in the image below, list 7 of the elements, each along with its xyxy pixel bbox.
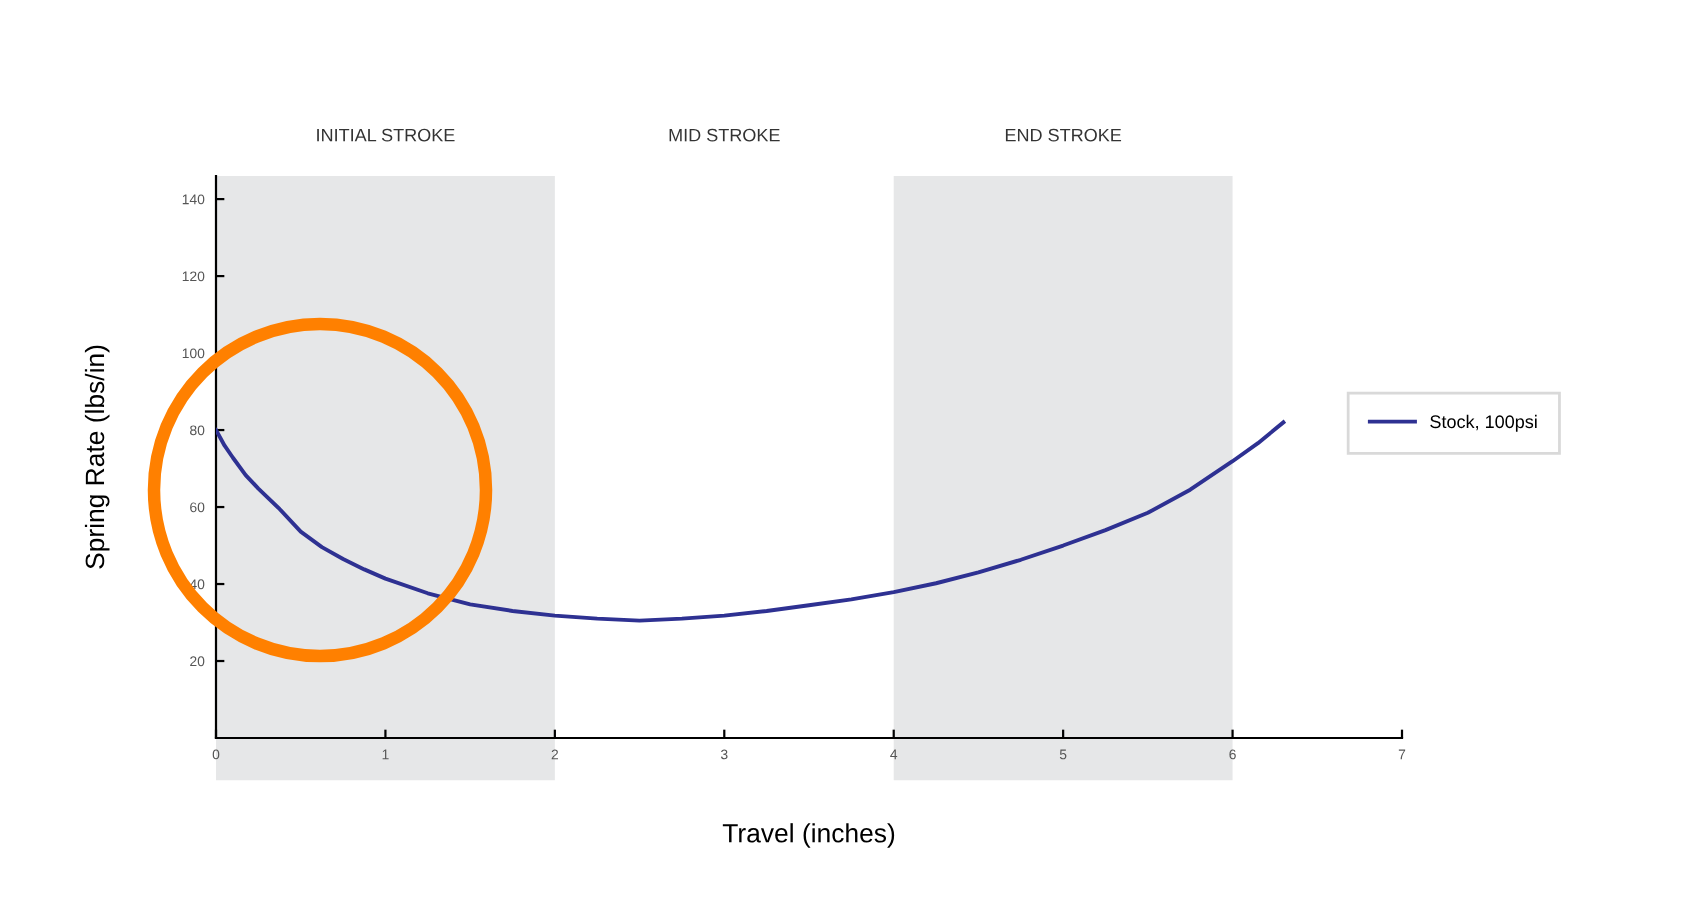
legend-label: Stock, 100psi bbox=[1430, 414, 1537, 432]
x-axis-title: Travel (inches) bbox=[722, 823, 895, 848]
text: MID STROKE bbox=[669, 128, 780, 142]
band-label: END STROKE bbox=[1005, 128, 1122, 142]
line-series bbox=[216, 420, 1286, 623]
y-axis-title: Spring Rate (lbs/in) bbox=[84, 345, 110, 569]
band-label: INITIAL STROKE bbox=[317, 128, 455, 142]
